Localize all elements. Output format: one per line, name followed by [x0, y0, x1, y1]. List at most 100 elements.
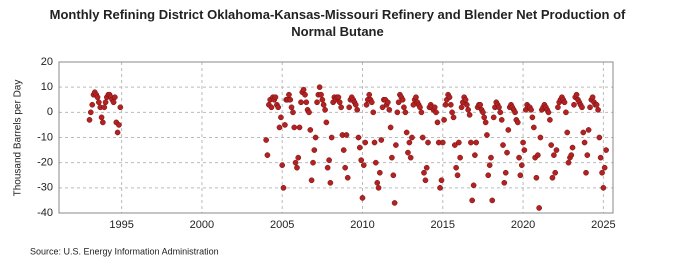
point	[354, 106, 361, 113]
point	[596, 134, 603, 141]
point	[87, 109, 94, 116]
point	[564, 129, 571, 136]
point	[530, 124, 537, 131]
point	[587, 104, 593, 111]
point	[366, 91, 373, 98]
point	[387, 124, 394, 131]
point	[481, 114, 488, 121]
point	[280, 184, 287, 191]
point	[344, 174, 351, 181]
point	[571, 101, 577, 108]
point	[370, 109, 377, 116]
point	[534, 152, 541, 158]
point	[497, 109, 504, 116]
point	[359, 195, 366, 201]
point	[599, 169, 605, 176]
point	[303, 99, 310, 106]
point	[300, 86, 307, 93]
point	[504, 149, 510, 156]
point	[465, 106, 472, 113]
point	[528, 106, 534, 113]
point	[86, 117, 93, 123]
point	[385, 99, 391, 106]
chart-title: Monthly Refining District Oklahoma-Kansa…	[49, 7, 626, 39]
x-tick-label: 2000	[190, 219, 214, 231]
point	[502, 169, 509, 176]
point	[547, 117, 553, 123]
point	[464, 101, 470, 108]
point	[549, 174, 556, 181]
point	[352, 101, 359, 108]
point	[320, 101, 327, 108]
point	[276, 124, 283, 131]
point	[395, 99, 402, 106]
point	[98, 114, 105, 121]
point	[393, 142, 399, 148]
point	[569, 144, 576, 151]
point	[94, 94, 101, 101]
point	[457, 154, 463, 161]
point	[498, 117, 505, 123]
point	[545, 109, 552, 116]
point	[294, 164, 300, 171]
point	[489, 197, 496, 204]
point	[278, 114, 284, 121]
point	[496, 104, 502, 111]
point	[319, 96, 326, 103]
point	[358, 157, 365, 163]
point	[514, 119, 521, 126]
point	[500, 142, 506, 148]
point	[287, 96, 294, 103]
point	[583, 169, 589, 176]
point	[355, 134, 362, 141]
point	[335, 94, 342, 101]
point	[451, 142, 458, 148]
point	[291, 124, 298, 131]
point	[372, 159, 379, 166]
point	[279, 162, 286, 169]
point	[263, 137, 269, 143]
point	[480, 109, 486, 116]
point	[423, 164, 430, 171]
point	[286, 91, 292, 98]
point	[473, 139, 480, 146]
point	[520, 139, 526, 146]
point	[275, 104, 282, 111]
x-tick-label: 2020	[511, 219, 535, 231]
point	[434, 119, 441, 126]
point	[308, 177, 315, 184]
point	[407, 154, 414, 161]
point	[439, 139, 446, 146]
point	[568, 152, 575, 158]
point	[561, 99, 568, 106]
x-tick-label: 2005	[270, 219, 294, 231]
point	[413, 94, 419, 101]
point	[307, 127, 314, 133]
point	[298, 99, 304, 106]
point	[346, 104, 353, 111]
point	[409, 134, 415, 141]
point	[442, 101, 449, 108]
point	[425, 139, 431, 146]
point	[403, 129, 410, 136]
point	[376, 169, 383, 176]
point	[368, 99, 375, 106]
point	[505, 127, 512, 133]
point	[371, 139, 378, 146]
point	[101, 104, 108, 111]
source-note: Source: U.S. Energy Information Administ…	[30, 246, 219, 256]
point	[512, 109, 518, 116]
point	[441, 117, 447, 123]
point	[553, 147, 560, 153]
point	[322, 106, 328, 113]
point	[340, 147, 347, 153]
point	[482, 119, 489, 126]
point	[585, 127, 592, 133]
point	[421, 169, 427, 176]
y-axis-label: Thousand Barrels per Day	[13, 80, 24, 197]
point	[603, 147, 609, 153]
point	[356, 144, 363, 151]
point	[517, 172, 524, 179]
point	[573, 91, 580, 98]
